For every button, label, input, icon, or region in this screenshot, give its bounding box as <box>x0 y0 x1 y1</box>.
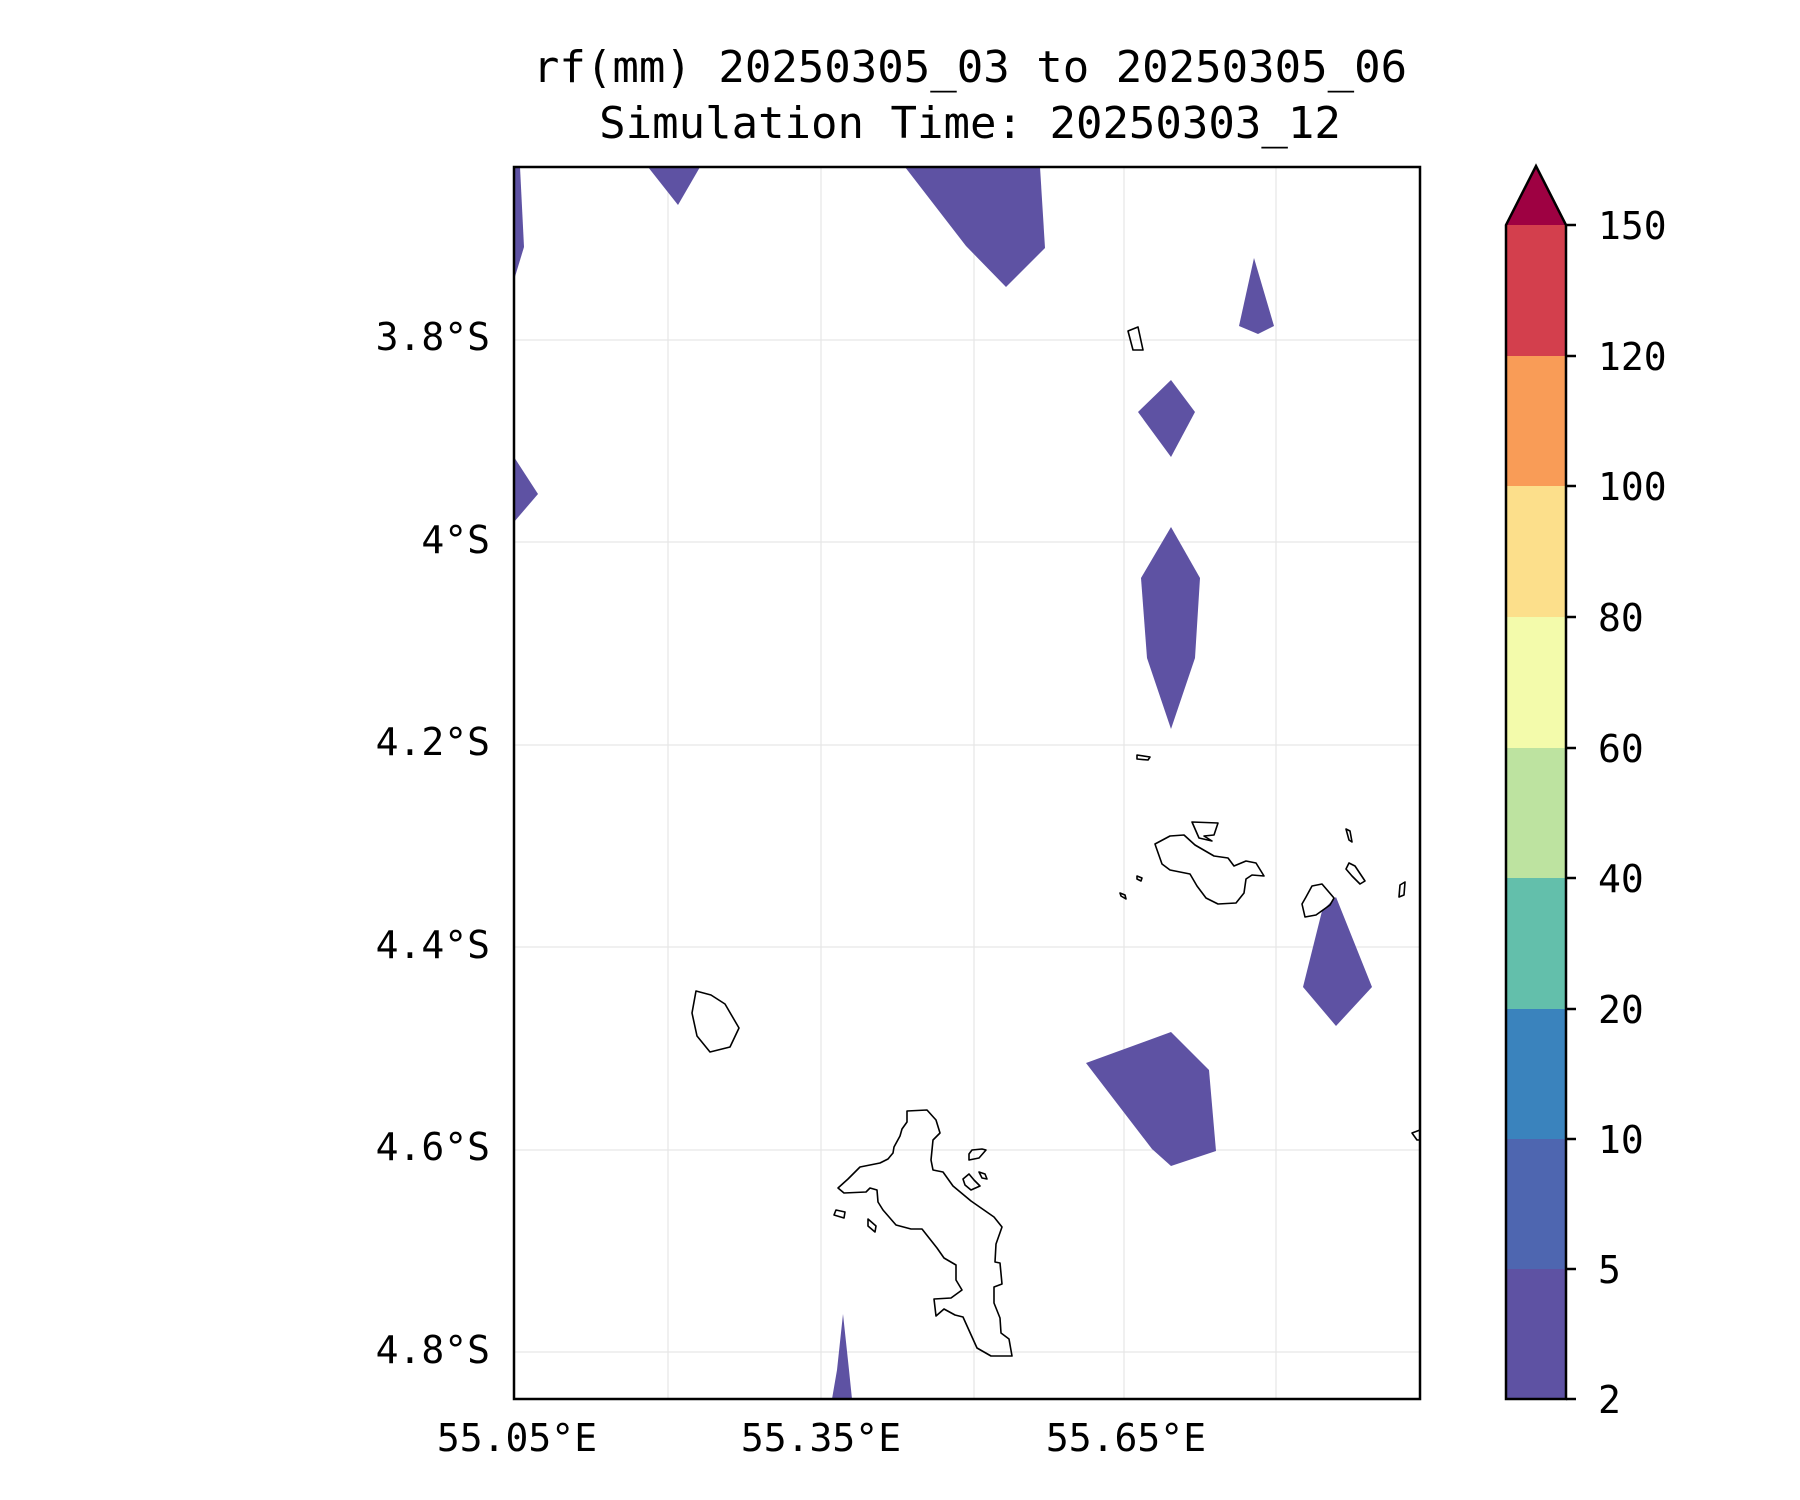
rainfall-contours <box>514 167 1372 1399</box>
rainfall-patch <box>832 1314 852 1399</box>
island-coastline <box>962 1173 981 1191</box>
colorbar-segment <box>1506 748 1566 878</box>
island-coastline <box>867 1218 877 1233</box>
colorbar-tick-label: 10 <box>1598 1118 1644 1162</box>
rainfall-patch <box>1086 1032 1216 1166</box>
rainfall-patch <box>648 167 700 205</box>
map-frame <box>512 165 1422 1401</box>
rainfall-patch <box>905 167 1045 287</box>
colorbar-outline <box>1504 163 1568 1401</box>
map-axes <box>512 165 1422 1401</box>
colorbar-ticks <box>1566 223 1576 1401</box>
colorbar-segment <box>1506 486 1566 617</box>
x-tick-label: 55.65°E <box>1046 1416 1206 1460</box>
rainfall-patch <box>1303 897 1372 1026</box>
island-coastline <box>833 1209 846 1219</box>
colorbar-segment <box>1506 1139 1566 1269</box>
x-tick-label: 55.35°E <box>741 1416 901 1460</box>
colorbar-segment <box>1506 225 1566 356</box>
y-tick-label: 4.2°S <box>376 720 490 764</box>
y-tick-label: 4.6°S <box>376 1125 490 1169</box>
title-line-2: Simulation Time: 20250303_12 <box>599 98 1341 149</box>
colorbar-tick-label: 150 <box>1598 204 1667 248</box>
coastlines <box>691 326 1421 1357</box>
gridlines <box>514 167 1420 1399</box>
colorbar-tick-label: 100 <box>1598 465 1667 509</box>
island-coastline <box>1154 834 1265 905</box>
x-tick-label: 55.05°E <box>437 1416 597 1460</box>
colorbar-segment <box>1506 1009 1566 1139</box>
island-coastline <box>691 990 740 1053</box>
rainfall-patch <box>1239 258 1274 334</box>
island-coastline <box>1301 883 1335 918</box>
rainfall-patch <box>1138 380 1195 457</box>
rainfall-patch <box>514 457 538 522</box>
colorbar-segment <box>1506 1269 1566 1399</box>
island-coastline <box>1191 821 1219 842</box>
y-axis: 3.8°S 4°S 4.2°S 4.4°S 4.6°S 4.8°S <box>376 315 490 1372</box>
x-axis: 55.05°E 55.35°E 55.65°E <box>437 1416 1206 1460</box>
colorbar: 2 5 10 20 40 60 80 100 120 150 <box>1504 163 1667 1422</box>
island-coastline <box>1119 892 1127 900</box>
y-tick-label: 4.4°S <box>376 923 490 967</box>
island-coastline <box>1345 862 1366 885</box>
colorbar-extend-arrow <box>1506 166 1566 225</box>
colorbar-tick-label: 80 <box>1598 596 1644 640</box>
island-coastline <box>1136 875 1143 882</box>
y-tick-label: 3.8°S <box>376 315 490 359</box>
island-coastline <box>968 1148 987 1161</box>
y-tick-label: 4.8°S <box>376 1328 490 1372</box>
colorbar-segment <box>1506 617 1566 748</box>
colorbar-segment <box>1506 878 1566 1009</box>
rainfall-patch <box>1141 527 1200 729</box>
colorbar-segment <box>1506 356 1566 486</box>
colorbar-tick-label: 120 <box>1598 335 1667 379</box>
island-coastline <box>837 1109 1013 1357</box>
colorbar-tick-label: 60 <box>1598 727 1644 771</box>
rainfall-patch <box>514 167 524 280</box>
island-coastline <box>1398 881 1406 898</box>
colorbar-tick-label: 40 <box>1598 857 1644 901</box>
title-line-1: rf(mm) 20250305_03 to 20250305_06 <box>533 42 1407 93</box>
island-coastline <box>1136 754 1151 761</box>
island-coastline <box>978 1171 988 1180</box>
island-coastline <box>1127 326 1144 351</box>
colorbar-tick-label: 20 <box>1598 988 1644 1032</box>
map-background <box>514 167 1420 1399</box>
colorbar-tick-label: 5 <box>1598 1248 1621 1292</box>
island-coastline <box>1345 828 1353 843</box>
colorbar-tick-label: 2 <box>1598 1378 1621 1422</box>
y-tick-label: 4°S <box>421 518 490 562</box>
